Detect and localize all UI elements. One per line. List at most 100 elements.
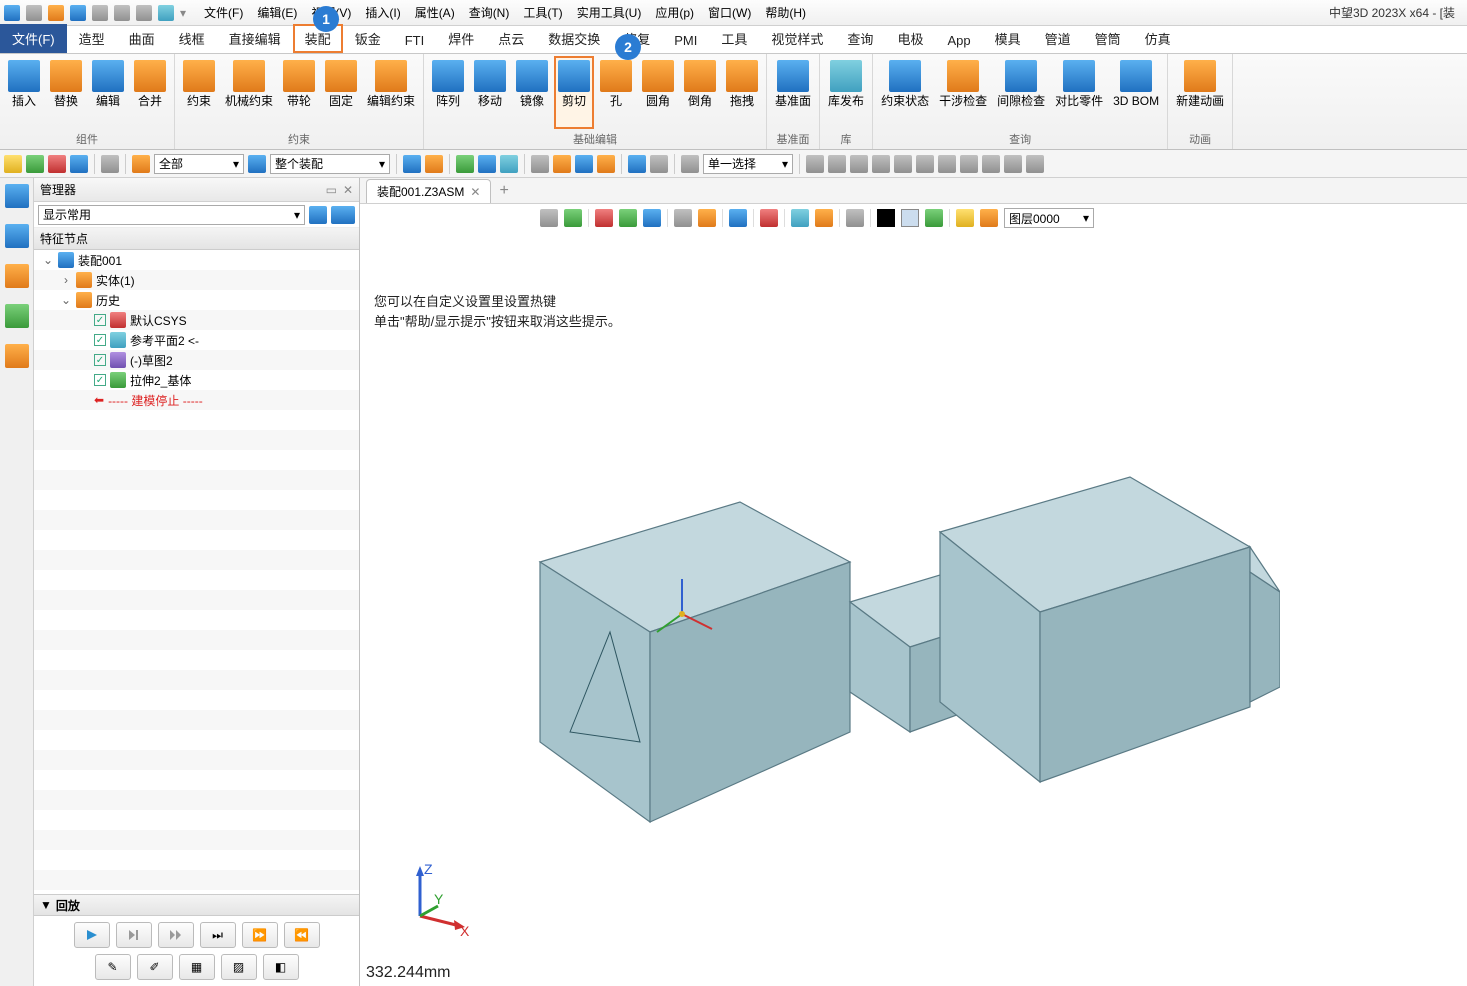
vt-icon-7[interactable] — [698, 209, 716, 227]
ribbon-tab[interactable]: 管筒 — [1083, 24, 1133, 53]
add-tab-button[interactable]: + — [491, 179, 516, 203]
ribbon-button[interactable]: 镜像 — [512, 56, 552, 129]
tb-icon-k[interactable] — [650, 155, 668, 173]
ribbon-tab[interactable]: 文件(F) — [0, 24, 67, 53]
tree-checkbox[interactable]: ✓ — [94, 354, 106, 366]
ribbon-tab[interactable]: 点云 — [486, 24, 536, 53]
rewind-button[interactable]: ⏪ — [284, 922, 320, 948]
color-light-icon[interactable] — [901, 209, 919, 227]
sk-icon-1[interactable] — [806, 155, 824, 173]
menu-item[interactable]: 查询(N) — [463, 2, 516, 23]
vt-icon-5[interactable] — [643, 209, 661, 227]
close-tab-icon[interactable]: ✕ — [470, 185, 480, 199]
edit4-button[interactable]: ▨ — [221, 954, 257, 980]
ribbon-button[interactable]: 固定 — [321, 56, 361, 129]
display-config-icon[interactable] — [309, 206, 327, 224]
ribbon-tab[interactable]: 视觉样式 — [759, 24, 835, 53]
ribbon-button[interactable]: 孔 — [596, 56, 636, 129]
add-icon[interactable] — [26, 155, 44, 173]
tb-icon-b[interactable] — [425, 155, 443, 173]
rail-asm-icon[interactable] — [5, 224, 29, 248]
ribbon-button[interactable]: 基准面 — [771, 56, 815, 129]
edit3-button[interactable]: ▦ — [179, 954, 215, 980]
ribbon-button[interactable]: 编辑约束 — [363, 56, 419, 129]
layer-dropdown[interactable]: 图层0000▾ — [1004, 208, 1094, 228]
ribbon-tab[interactable]: PMI — [662, 28, 709, 53]
vt-icon-1[interactable] — [540, 209, 558, 227]
vt-icon-3[interactable] — [595, 209, 613, 227]
manager-minimize-icon[interactable]: ▭ — [326, 183, 337, 197]
sk-icon-8[interactable] — [960, 155, 978, 173]
skip-fwd-button[interactable]: ⏭ — [200, 922, 236, 948]
vt-icon-4[interactable] — [619, 209, 637, 227]
vt-icon-10[interactable] — [791, 209, 809, 227]
ribbon-tab[interactable]: FTI — [393, 28, 437, 53]
tree-item[interactable]: ✓参考平面2 <- — [34, 330, 359, 350]
menu-item[interactable]: 帮助(H) — [759, 2, 812, 23]
undo-icon[interactable] — [114, 5, 130, 21]
tb-icon-e[interactable] — [500, 155, 518, 173]
tb-icon-a[interactable] — [403, 155, 421, 173]
menu-item[interactable]: 插入(I) — [359, 2, 406, 23]
tree-expand-icon[interactable]: ⌄ — [42, 253, 54, 267]
tb-icon-j[interactable] — [628, 155, 646, 173]
open-icon[interactable] — [48, 5, 64, 21]
ribbon-button[interactable]: 库发布 — [824, 56, 868, 129]
ribbon-button[interactable]: 机械约束 — [221, 56, 277, 129]
vt-icon-6[interactable] — [674, 209, 692, 227]
vt-icon-2[interactable] — [564, 209, 582, 227]
sk-icon-9[interactable] — [982, 155, 1000, 173]
filter-icon[interactable] — [132, 155, 150, 173]
end-button[interactable]: ⏩ — [242, 922, 278, 948]
play-button[interactable] — [74, 922, 110, 948]
ribbon-tab[interactable]: 管道 — [1033, 24, 1083, 53]
pointer-icon[interactable] — [4, 155, 22, 173]
rail-tree-icon[interactable] — [5, 184, 29, 208]
ribbon-tab[interactable]: 曲面 — [117, 24, 167, 53]
tree-item[interactable]: ⬅----- 建模停止 ----- — [34, 390, 359, 410]
sk-icon-2[interactable] — [828, 155, 846, 173]
sk-icon-3[interactable] — [850, 155, 868, 173]
ribbon-button[interactable]: 间隙检查 — [993, 56, 1049, 129]
ribbon-tab[interactable]: 线框 — [167, 24, 217, 53]
asm-filter-icon[interactable] — [248, 155, 266, 173]
rail-box-icon[interactable] — [5, 264, 29, 288]
ribbon-button[interactable]: 编辑 — [88, 56, 128, 129]
tree-checkbox[interactable]: ✓ — [94, 374, 106, 386]
tb-icon-d[interactable] — [478, 155, 496, 173]
ribbon-tab[interactable]: 模具 — [983, 24, 1033, 53]
ribbon-tab[interactable]: App — [935, 28, 982, 53]
vt-icon-9[interactable] — [760, 209, 778, 227]
ribbon-tab[interactable]: 查询 — [835, 24, 885, 53]
manager-close-icon[interactable]: ✕ — [343, 183, 353, 197]
tree-item[interactable]: ✓默认CSYS — [34, 310, 359, 330]
new-icon[interactable] — [26, 5, 42, 21]
fast-fwd-button[interactable] — [158, 922, 194, 948]
menu-item[interactable]: 编辑(E) — [251, 2, 303, 23]
viewport-canvas[interactable]: 您可以在自定义设置里设置热键 单击"帮助/显示提示"按钮来取消这些提示。 — [360, 232, 1467, 986]
app-icon[interactable] — [4, 5, 20, 21]
ribbon-button[interactable]: 倒角 — [680, 56, 720, 129]
tb-icon-l[interactable] — [681, 155, 699, 173]
ribbon-button[interactable]: 干涉检查 — [935, 56, 991, 129]
tb-icon-f[interactable] — [531, 155, 549, 173]
bulb-icon[interactable] — [956, 209, 974, 227]
sk-icon-4[interactable] — [872, 155, 890, 173]
feature-tree[interactable]: ⌄装配001›实体(1)⌄历史✓默认CSYS✓参考平面2 <-✓(-)草图2✓拉… — [34, 250, 359, 894]
sk-icon-6[interactable] — [916, 155, 934, 173]
ribbon-tab[interactable]: 数据交换 — [536, 24, 612, 53]
tree-checkbox[interactable]: ✓ — [94, 334, 106, 346]
tb-icon-h[interactable] — [575, 155, 593, 173]
filter-dropdown-2[interactable]: 整个装配▾ — [270, 154, 390, 174]
tb-icon-c[interactable] — [456, 155, 474, 173]
vt-icon-12[interactable] — [846, 209, 864, 227]
tree-checkbox[interactable]: ✓ — [94, 314, 106, 326]
rail-view-icon[interactable] — [5, 304, 29, 328]
menu-item[interactable]: 工具(T) — [517, 2, 568, 23]
display-dropdown[interactable]: 显示常用▾ — [38, 205, 305, 225]
layer-icon[interactable] — [980, 209, 998, 227]
ribbon-tab[interactable]: 焊件 — [436, 24, 486, 53]
ribbon-button[interactable]: 剪切 — [554, 56, 594, 129]
print-icon[interactable] — [92, 5, 108, 21]
tb-icon-g[interactable] — [553, 155, 571, 173]
